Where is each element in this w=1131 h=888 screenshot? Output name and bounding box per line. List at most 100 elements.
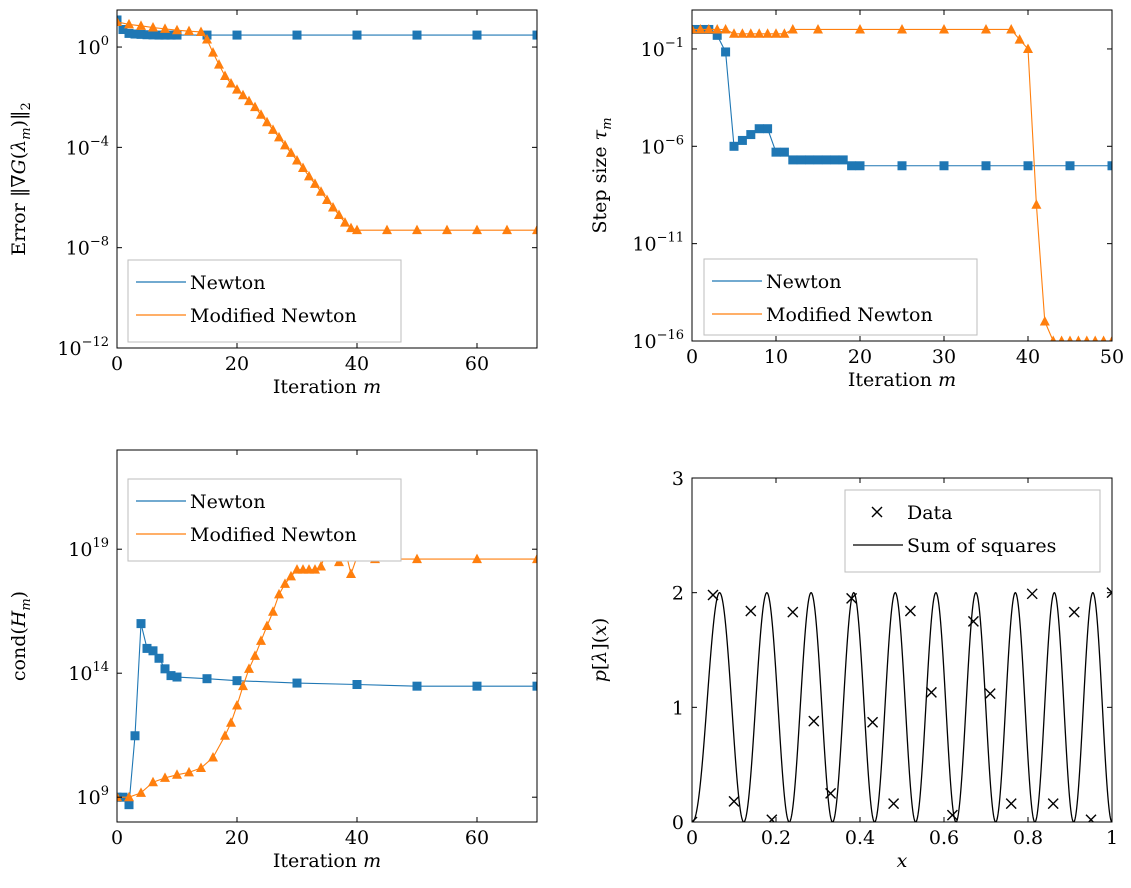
data-point-square	[154, 653, 164, 663]
data-point-triangle	[244, 663, 254, 673]
y-tick-label: 100	[77, 34, 109, 59]
data-point-triangle	[442, 224, 452, 235]
data-point-square	[412, 681, 422, 691]
data-point-triangle	[274, 588, 284, 599]
data-point-x	[904, 605, 916, 617]
data-point-triangle	[412, 553, 422, 564]
data-point-triangle	[382, 224, 392, 235]
data-point-triangle	[160, 772, 170, 782]
y-axis-label: cond(Hm)	[8, 591, 34, 681]
data-point-triangle	[262, 116, 272, 127]
data-point-triangle	[304, 170, 314, 181]
data-point-x	[967, 615, 979, 627]
data-point-square	[472, 681, 482, 691]
x-axis-label: Iteration m	[273, 376, 381, 398]
data-point-square	[855, 161, 865, 171]
legend-entry-modified-newton: Modified Newton	[136, 524, 357, 546]
data-point-triangle	[855, 23, 865, 34]
data-point-triangle	[202, 33, 212, 44]
data-point-square	[1065, 161, 1075, 171]
data-point-triangle	[1014, 34, 1025, 44]
data-point-triangle	[1100, 335, 1107, 341]
data-point-square	[712, 30, 722, 40]
data-point-x	[825, 787, 837, 799]
legend: Data Sum of squares	[844, 489, 1101, 573]
x-tick-label: 1	[1106, 827, 1118, 849]
data-point-square	[292, 30, 302, 40]
data-point-triangle	[196, 26, 206, 36]
data-point-square	[130, 731, 140, 741]
legend: Newton Modified Newton	[703, 258, 978, 336]
x-tick-label: 60	[465, 827, 489, 849]
data-point-triangle	[745, 28, 756, 38]
series-modified-newton	[117, 524, 537, 802]
data-point-square	[160, 664, 170, 674]
data-point-triangle	[274, 131, 284, 142]
data-point-square	[160, 30, 170, 40]
plot-area	[692, 23, 1112, 341]
data-point-x	[946, 809, 958, 821]
data-point-triangle	[184, 766, 194, 777]
data-point-square	[166, 30, 176, 40]
data-point-triangle	[250, 650, 260, 660]
legend-box	[844, 489, 1101, 573]
data-point-square	[142, 643, 152, 653]
data-point-triangle	[232, 84, 242, 94]
data-point-triangle	[762, 28, 773, 38]
data-point-triangle	[346, 222, 356, 233]
data-point-triangle	[148, 776, 158, 787]
data-point-x	[867, 716, 879, 728]
data-point-square	[729, 141, 739, 151]
data-point-triangle	[771, 28, 781, 38]
x-tick-label: 0.2	[761, 827, 791, 849]
series-newton	[117, 15, 537, 40]
data-point-square	[754, 124, 764, 134]
x-tick-label: 0.8	[1013, 827, 1043, 849]
data-point-triangle	[532, 553, 537, 564]
data-point-triangle	[220, 730, 230, 740]
legend-box	[127, 259, 402, 343]
data-point-triangle	[208, 47, 218, 57]
data-point-triangle	[787, 23, 798, 34]
data-point-square	[788, 155, 798, 165]
data-point-triangle	[262, 620, 272, 631]
data-point-triangle	[316, 561, 326, 571]
data-point-triangle	[412, 224, 422, 235]
y-tick-label: 109	[77, 784, 109, 809]
chart-panel-1: 0 20 40 60 100 10−4 10−8 10−12 Iteration m Error …	[8, 9, 538, 398]
series-modified-newton	[117, 16, 537, 235]
data-point-triangle	[136, 787, 146, 797]
legend-label: Modified Newton	[766, 304, 933, 326]
data-point-triangle	[340, 217, 350, 227]
data-point-triangle	[226, 78, 236, 88]
data-point-triangle	[737, 28, 748, 38]
data-point-triangle	[292, 154, 302, 165]
data-point-square	[830, 155, 840, 165]
data-point-x	[871, 506, 883, 518]
data-point-triangle	[1092, 335, 1099, 341]
plot-area	[117, 524, 537, 810]
y-tick-label: 10−4	[66, 134, 109, 159]
data-point-triangle	[322, 194, 332, 204]
plot-area	[692, 587, 1112, 822]
data-point-x	[766, 814, 778, 822]
x-tick-label: 0	[686, 827, 698, 849]
data-point-square	[352, 30, 362, 40]
series-line	[117, 528, 537, 798]
data-point-triangle	[754, 28, 765, 38]
data-point-square	[779, 147, 789, 157]
data-point-triangle	[214, 59, 224, 69]
data-point-square	[292, 678, 302, 688]
legend-entry-newton: Newton	[136, 491, 265, 513]
legend-entry-sum-of-squares: Sum of squares	[853, 535, 1056, 557]
data-point-triangle	[897, 23, 907, 34]
data-point-square	[148, 646, 158, 656]
data-point-square	[821, 155, 831, 165]
data-point-triangle	[226, 717, 236, 727]
data-point-square	[897, 161, 907, 171]
data-point-triangle	[208, 751, 218, 762]
data-point-triangle	[232, 699, 242, 710]
series-modified-newton	[692, 23, 1112, 341]
data-point-square	[124, 28, 134, 38]
data-point-square	[124, 800, 134, 810]
